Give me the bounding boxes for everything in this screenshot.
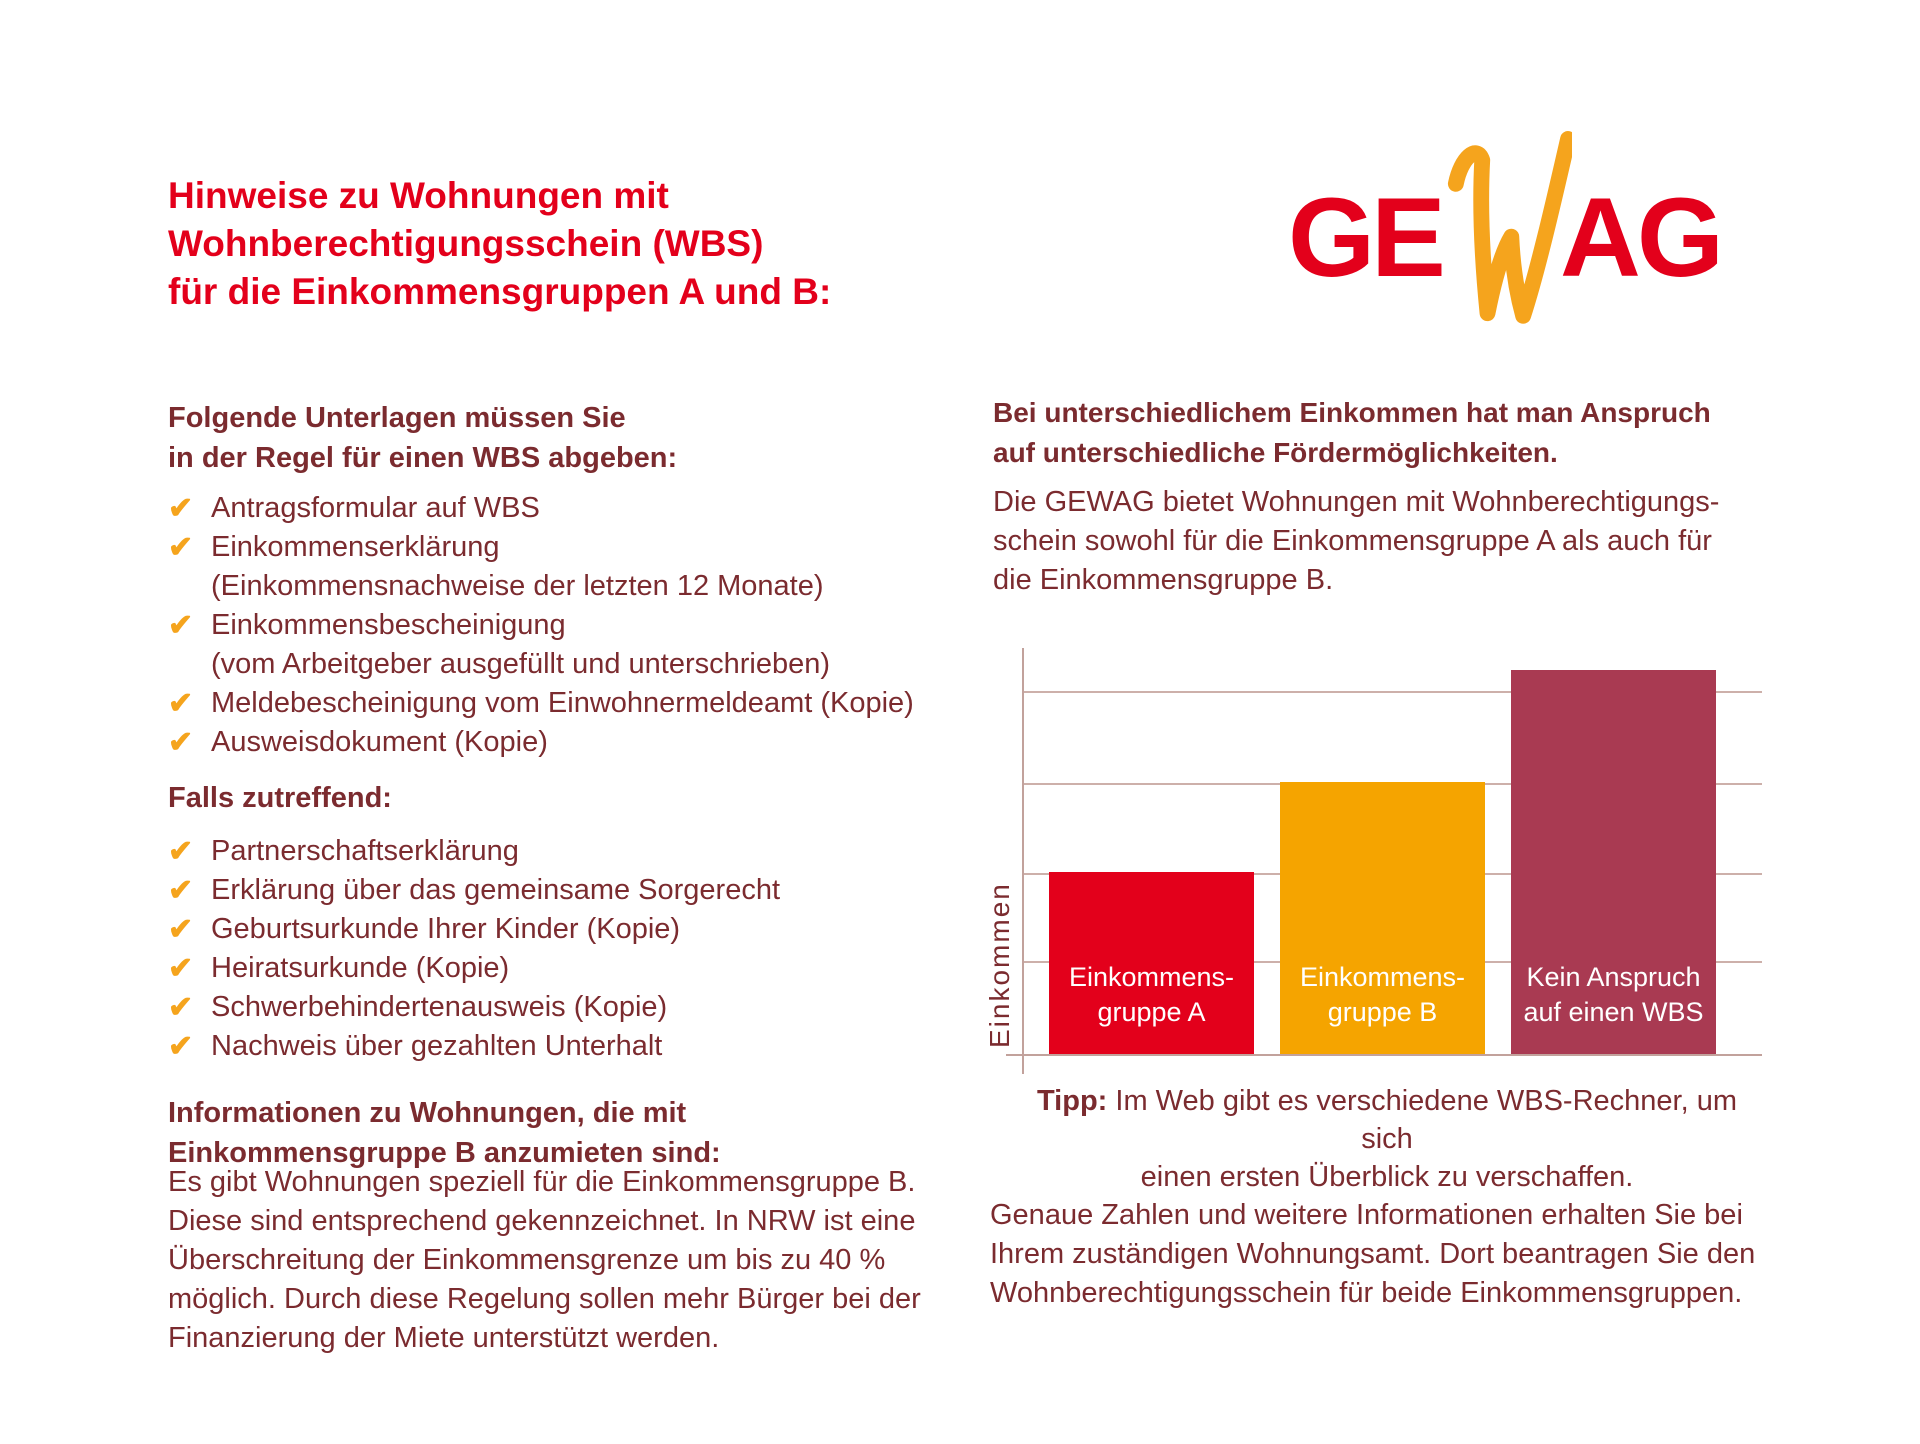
chart-bar-label: Einkommens- gruppe A xyxy=(1068,962,1235,1027)
checklist-item: ✔ Schwerbehindertenausweis (Kopie) xyxy=(168,988,780,1027)
info-paragraph: Es gibt Wohnungen speziell für die Einko… xyxy=(168,1166,921,1354)
checklist-item-text: Einkommensbescheinigung (vom Arbeitgeber… xyxy=(211,609,831,680)
gewag-logo: GE AG xyxy=(1288,128,1733,340)
checklist-item: ✔ Geburtsurkunde Ihrer Kinder (Kopie) xyxy=(168,910,780,949)
checkmark-icon: ✔ xyxy=(168,991,194,1024)
income-paragraph: Die GEWAG bietet Wohnungen mit Wohnberec… xyxy=(993,486,1720,596)
chart-bar-label: Einkommens- gruppe B xyxy=(1299,962,1466,1027)
checkmark-icon: ✔ xyxy=(168,913,194,946)
tip-text: Im Web gibt es verschiedene WBS-Rechner,… xyxy=(1115,1085,1738,1193)
checklist-item-text: Einkommenserklärung (Einkommensnachweise… xyxy=(211,531,824,602)
closing-paragraph: Genaue Zahlen und weitere Informationen … xyxy=(990,1199,1756,1309)
documents-checklist: ✔ Antragsformular auf WBS ✔ Einkommenserklä… xyxy=(168,489,914,762)
checklist-item-text: Schwerbehindertenausweis (Kopie) xyxy=(211,991,668,1023)
checkmark-icon: ✔ xyxy=(168,531,194,564)
checklist-item-text: Geburtsurkunde Ihrer Kinder (Kopie) xyxy=(211,913,681,945)
conditional-checklist: ✔ Partnerschaftserklärung ✔ Erklärung über … xyxy=(168,832,780,1066)
tip-label: Tipp: xyxy=(1036,1085,1108,1117)
logo-text-ge: GE xyxy=(1288,175,1446,300)
checklist-item: ✔ Meldebescheinigung vom Einwohnermeldeam… xyxy=(168,684,914,723)
chart-bar-1: Einkommens- gruppe A xyxy=(1049,872,1254,1054)
checklist-item: ✔ Nachweis über gezahlten Unterhalt xyxy=(168,1027,780,1066)
checkmark-icon: ✔ xyxy=(168,952,194,985)
checklist-item-text: Partnerschaftserklärung xyxy=(211,835,519,867)
checklist-item-text: Meldebescheinigung vom Einwohnermeldeamt… xyxy=(211,687,914,719)
checklist-item-text: Nachweis über gezahlten Unterhalt xyxy=(211,1030,663,1062)
chart-y-axis-label: Einkommen xyxy=(984,882,1015,1048)
chart-bar-2: Einkommens- gruppe B xyxy=(1280,782,1485,1054)
income-heading: Bei unterschiedlichem Einkommen hat man … xyxy=(993,397,1711,468)
checklist-item: ✔ Erklärung über das gemeinsame Sorgerech… xyxy=(168,871,780,910)
chart-y-axis xyxy=(1022,648,1024,1074)
checklist-item: ✔ Partnerschaftserklärung xyxy=(168,832,780,871)
checkmark-icon: ✔ xyxy=(168,687,194,720)
chart-gridline xyxy=(1022,690,1762,693)
checklist-item-text: Ausweisdokument (Kopie) xyxy=(211,726,548,758)
checkmark-icon: ✔ xyxy=(168,609,194,642)
logo-text-ag: AG xyxy=(1560,175,1724,300)
info-heading: Informationen zu Wohnungen, die mit Eink… xyxy=(168,1097,721,1169)
tip-note: Tipp: Im Web gibt es verschiedene WBS-Re… xyxy=(1022,1082,1752,1196)
checklist-item-text: Erklärung über das gemeinsame Sorgerecht xyxy=(211,874,781,906)
checklist-item: ✔ Heiratsurkunde (Kopie) xyxy=(168,949,780,988)
page-title: Hinweise zu Wohnungen mit Wohnberechtigu… xyxy=(168,175,832,312)
chart-plot-area: Einkommens- gruppe A Einkommens- gruppe B… xyxy=(1022,648,1762,1055)
chart-bar-3: Kein Anspruch auf einen WBS xyxy=(1511,670,1716,1054)
checklist-item-text: Heiratsurkunde (Kopie) xyxy=(211,952,510,984)
documents-heading: Folgende Unterlagen müssen Sie in der Re… xyxy=(168,402,678,474)
income-bar-chart: Einkommens- gruppe A Einkommens- gruppe B… xyxy=(1006,648,1762,1074)
checkmark-icon: ✔ xyxy=(168,835,194,868)
checkmark-icon: ✔ xyxy=(168,874,194,907)
checklist-item: ✔ Einkommenserklärung (Einkommensnachweis… xyxy=(168,528,914,606)
checkmark-icon: ✔ xyxy=(168,1030,194,1063)
chart-bar-label: Kein Anspruch auf einen WBS xyxy=(1523,962,1704,1027)
logo-w-swash-icon xyxy=(1447,131,1572,324)
checklist-item: ✔ Antragsformular auf WBS xyxy=(168,489,914,528)
checklist-item: ✔ Einkommensbescheinigung (vom Arbeitgebe… xyxy=(168,606,914,684)
checklist-item: ✔ Ausweisdokument (Kopie) xyxy=(168,723,914,762)
conditional-heading: Falls zutreffend: xyxy=(168,782,392,814)
checkmark-icon: ✔ xyxy=(168,726,194,759)
checklist-item-text: Antragsformular auf WBS xyxy=(211,492,540,524)
chart-x-axis xyxy=(1006,1054,1762,1056)
checkmark-icon: ✔ xyxy=(168,492,194,525)
